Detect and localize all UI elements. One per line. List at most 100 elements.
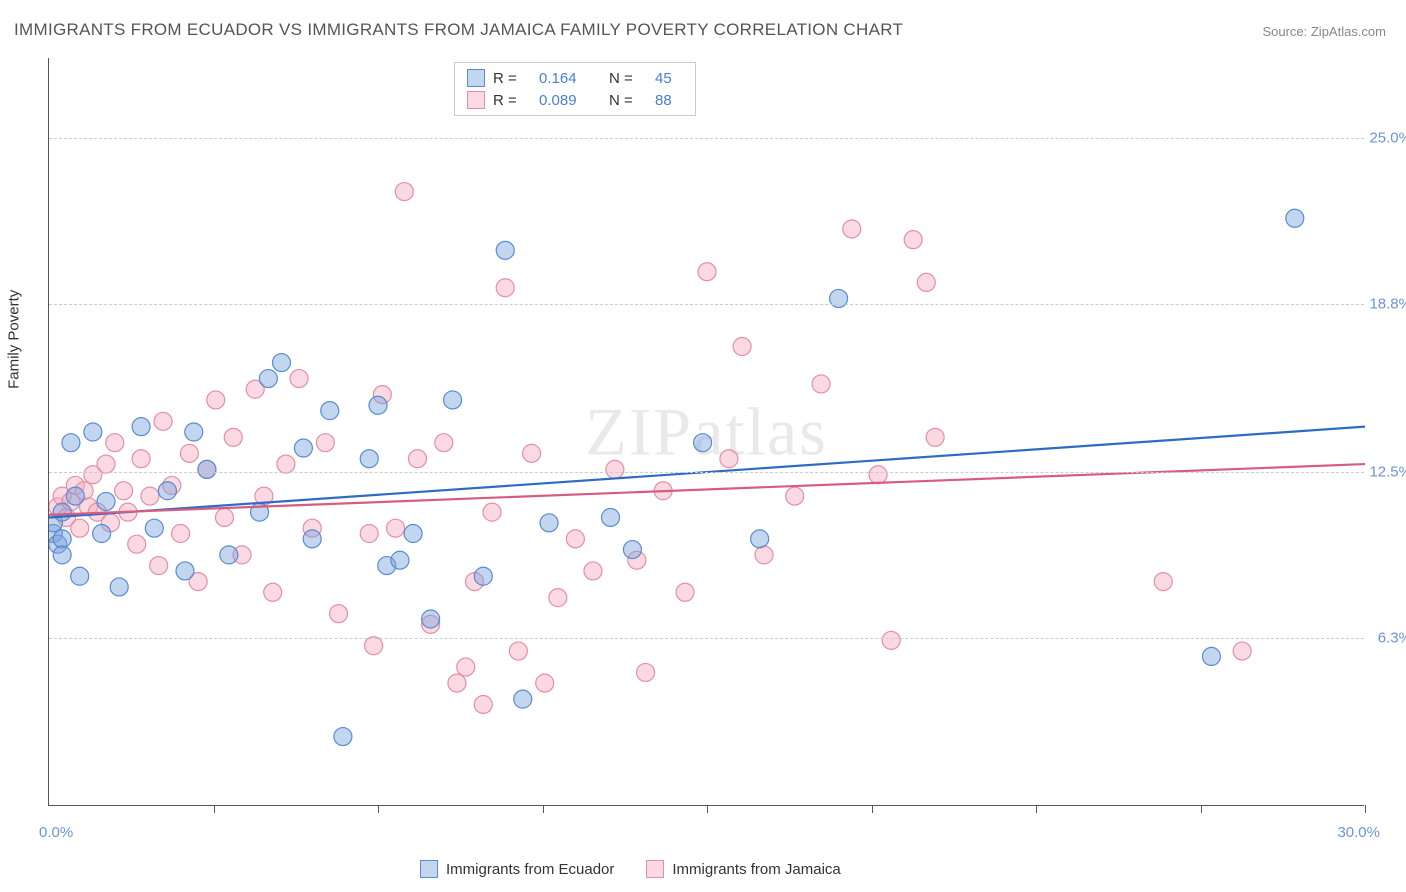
scatter-point: [606, 460, 624, 478]
x-tick: [543, 805, 544, 813]
scatter-point: [1154, 573, 1172, 591]
scatter-point: [1202, 647, 1220, 665]
scatter-point: [395, 183, 413, 201]
scatter-point: [158, 482, 176, 500]
scatter-point: [786, 487, 804, 505]
scatter-point: [540, 514, 558, 532]
chart-title: IMMIGRANTS FROM ECUADOR VS IMMIGRANTS FR…: [14, 20, 903, 40]
gridline-h: [49, 304, 1364, 305]
series-legend-item: Immigrants from Ecuador: [420, 860, 614, 878]
scatter-point: [277, 455, 295, 473]
legend-n-value: 45: [655, 70, 683, 87]
scatter-point: [676, 583, 694, 601]
x-tick: [378, 805, 379, 813]
scatter-point: [584, 562, 602, 580]
scatter-point: [523, 444, 541, 462]
scatter-point: [141, 487, 159, 505]
scatter-point: [457, 658, 475, 676]
scatter-point: [694, 434, 712, 452]
scatter-point: [97, 455, 115, 473]
scatter-point: [224, 428, 242, 446]
scatter-point: [145, 519, 163, 537]
scatter-point: [483, 503, 501, 521]
legend-swatch: [467, 69, 485, 87]
scatter-point: [115, 482, 133, 500]
x-tick: [1036, 805, 1037, 813]
y-tick-label: 12.5%: [1369, 464, 1406, 481]
source-link[interactable]: ZipAtlas.com: [1311, 24, 1386, 39]
scatter-point: [408, 450, 426, 468]
scatter-point: [110, 578, 128, 596]
series-legend-item: Immigrants from Jamaica: [646, 860, 840, 878]
scatter-point: [435, 434, 453, 452]
scatter-point: [176, 562, 194, 580]
scatter-point: [733, 338, 751, 356]
scatter-point: [172, 525, 190, 543]
scatter-point: [303, 530, 321, 548]
scatter-point: [1233, 642, 1251, 660]
scatter-point: [869, 466, 887, 484]
gridline-h: [49, 472, 1364, 473]
scatter-point: [496, 241, 514, 259]
scatter-point: [751, 530, 769, 548]
scatter-point: [290, 370, 308, 388]
scatter-point: [369, 396, 387, 414]
gridline-h: [49, 138, 1364, 139]
legend-swatch: [420, 860, 438, 878]
x-tick: [214, 805, 215, 813]
scatter-point: [549, 589, 567, 607]
scatter-point: [198, 460, 216, 478]
scatter-point: [882, 631, 900, 649]
scatter-svg: [49, 58, 1365, 806]
scatter-point: [294, 439, 312, 457]
scatter-point: [106, 434, 124, 452]
scatter-point: [53, 546, 71, 564]
scatter-point: [132, 418, 150, 436]
scatter-point: [812, 375, 830, 393]
scatter-point: [53, 503, 71, 521]
series-legend: Immigrants from Ecuador Immigrants from J…: [420, 860, 841, 878]
scatter-point: [536, 674, 554, 692]
legend-swatch: [646, 860, 664, 878]
scatter-point: [637, 663, 655, 681]
y-tick-label: 18.8%: [1369, 295, 1406, 312]
scatter-point: [391, 551, 409, 569]
scatter-point: [444, 391, 462, 409]
legend-n-label: N =: [609, 92, 647, 109]
scatter-point: [132, 450, 150, 468]
scatter-point: [150, 557, 168, 575]
scatter-point: [66, 487, 84, 505]
legend-r-value: 0.164: [539, 70, 601, 87]
scatter-point: [387, 519, 405, 537]
scatter-point: [97, 492, 115, 510]
legend-n-value: 88: [655, 92, 683, 109]
scatter-point: [601, 508, 619, 526]
legend-r-label: R =: [493, 92, 531, 109]
scatter-point: [926, 428, 944, 446]
scatter-point: [62, 434, 80, 452]
y-axis-label: Family Poverty: [6, 290, 23, 389]
scatter-point: [448, 674, 466, 692]
source-attribution: Source: ZipAtlas.com: [1262, 24, 1386, 39]
legend-r-label: R =: [493, 70, 531, 87]
correlation-legend: R = 0.164 N = 45 R = 0.089 N = 88: [454, 62, 696, 116]
scatter-point: [566, 530, 584, 548]
scatter-point: [474, 567, 492, 585]
source-prefix: Source:: [1262, 24, 1310, 39]
scatter-point: [843, 220, 861, 238]
scatter-point: [698, 263, 716, 281]
scatter-point: [272, 354, 290, 372]
x-tick: [872, 805, 873, 813]
y-tick-label: 25.0%: [1369, 130, 1406, 147]
legend-n-label: N =: [609, 70, 647, 87]
scatter-point: [180, 444, 198, 462]
scatter-point: [514, 690, 532, 708]
legend-r-value: 0.089: [539, 92, 601, 109]
scatter-point: [720, 450, 738, 468]
y-tick-label: 6.3%: [1378, 629, 1406, 646]
scatter-point: [207, 391, 225, 409]
x-axis-min-label: 0.0%: [39, 824, 73, 841]
gridline-h: [49, 638, 1364, 639]
x-tick: [1201, 805, 1202, 813]
scatter-point: [904, 231, 922, 249]
